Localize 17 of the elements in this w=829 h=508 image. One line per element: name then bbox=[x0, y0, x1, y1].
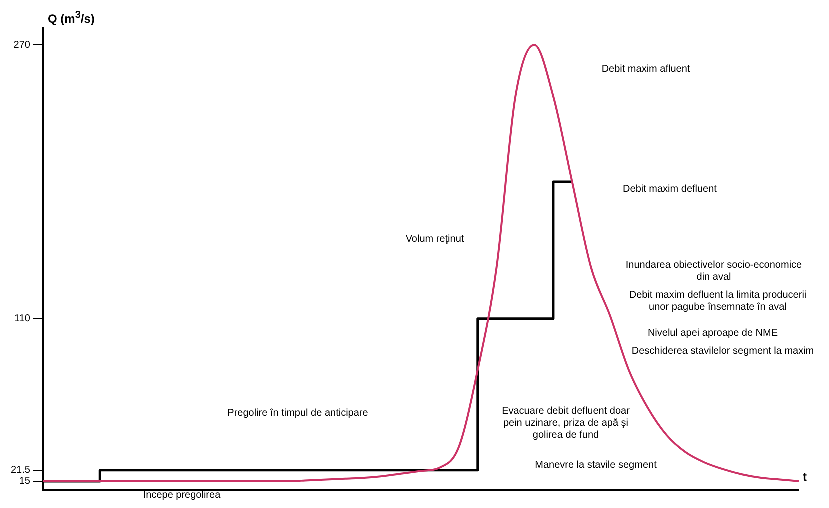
annotation: Deschiderea stavilelor segment la maxim bbox=[630, 346, 816, 358]
y-axis-title: Q (m$^{3}$/s) bbox=[48, 10, 95, 26]
annotation: Nivelul apei aproape de NME bbox=[646, 328, 780, 340]
annotation: Inundarea obiectivelor socio-economice din aval bbox=[624, 260, 804, 284]
annotation: Manevre la stavile segment bbox=[534, 460, 658, 472]
y-tick-label: 270 bbox=[14, 40, 31, 51]
y-tick-label: 15 bbox=[19, 476, 31, 488]
annotation: Debit maxim afluent bbox=[600, 64, 692, 76]
annotation: Începe pregolirea bbox=[142, 490, 222, 502]
x-axis-title: t bbox=[803, 470, 807, 484]
annotation: Evacuare debit defluent doar pein uzinare, priza de apă şi golirea de fund bbox=[501, 406, 631, 442]
annotation: Volum reţinut bbox=[404, 234, 466, 246]
annotation: Debit maxim defluent bbox=[622, 184, 718, 196]
annotation: Debit maxim defluent la limita producerii unor pagube însemnate în aval bbox=[628, 290, 808, 314]
annotation: Pregolire în timpul de anticipare bbox=[226, 408, 370, 420]
y-tick-label: 21.5 bbox=[10, 465, 31, 476]
y-tick-label: 110 bbox=[14, 314, 31, 325]
